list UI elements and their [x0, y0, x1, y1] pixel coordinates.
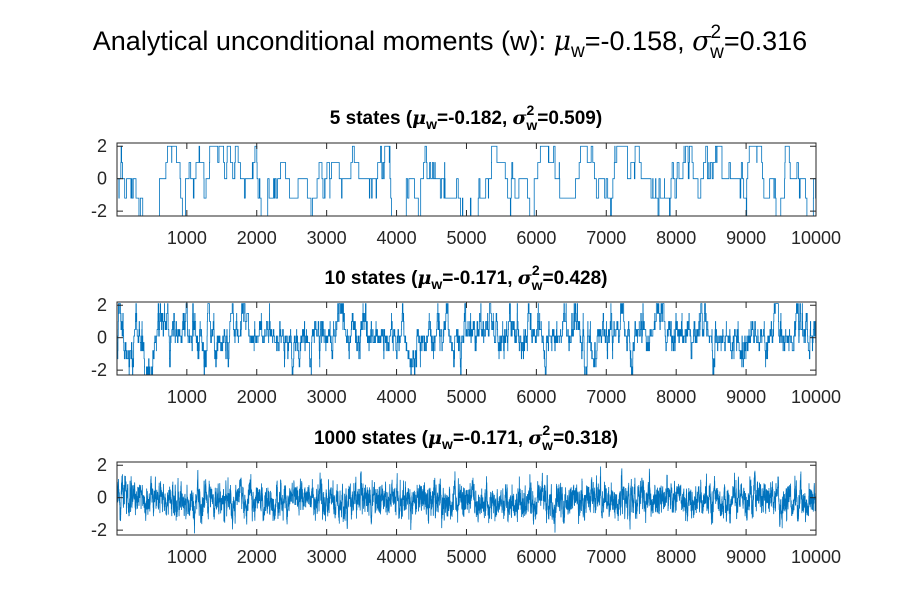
- panel-title-sigma-value: =0.509): [537, 108, 602, 129]
- panel-title-prefix: 1000 states (: [314, 428, 429, 449]
- plot-area: 1000 2000 3000 4000 5000 6000 7000 8000 9000 1000…: [91, 295, 841, 407]
- panel-title-mu-value: =-0.182,: [437, 108, 513, 129]
- x-tick-label: 4000: [377, 387, 417, 407]
- x-tick-label: 9000: [726, 228, 766, 248]
- figure-title-mu-sub: w: [570, 41, 585, 62]
- x-tick-label: 9000: [726, 387, 766, 407]
- x-tick-label: 5000: [446, 387, 486, 407]
- plot-area: 1000 2000 3000 4000 5000 6000 7000 8000 9000 1000…: [91, 455, 841, 567]
- x-tick-label: 8000: [656, 228, 696, 248]
- x-tick-label: 3000: [307, 228, 347, 248]
- panel-title-sigma: σ: [518, 267, 533, 289]
- panel-title-sigma-sub: w: [541, 437, 553, 453]
- x-tick-label: 5000: [446, 228, 486, 248]
- panel-title-mu-sub: w: [430, 276, 442, 292]
- plot-area: 1000 2000 3000 4000 5000 6000 7000 8000 9000 1000…: [91, 136, 841, 248]
- figure-title-mu: μ: [553, 26, 571, 57]
- x-tick-label: 7000: [586, 547, 626, 567]
- panel-title-mu: μ: [412, 107, 426, 129]
- x-tick-label: 7000: [586, 228, 626, 248]
- y-tick-label: 2: [97, 136, 107, 156]
- x-tick-label: 2000: [237, 228, 277, 248]
- panel-1000-states: 1000 states (μw=-0.171, σ2 w=0.318) 1000 2…: [91, 422, 841, 567]
- x-tick-label: 5000: [446, 547, 486, 567]
- panel-10-states: 10 states (μw=-0.171, σ2 w=0.428) 1000 200…: [91, 262, 841, 407]
- y-tick-label: -2: [91, 201, 107, 221]
- panel-title-mu: μ: [428, 427, 442, 449]
- x-tick-label: 1000: [167, 387, 207, 407]
- figure-title-mu-value: =-0.158,: [585, 26, 692, 56]
- panel-title: 1000 states (μw=-0.171, σ2 w=0.318): [314, 422, 618, 453]
- x-tick-label: 9000: [726, 547, 766, 567]
- x-tick-label: 10000: [791, 387, 841, 407]
- x-tick-label: 4000: [377, 228, 417, 248]
- panel-title-sigma: σ: [513, 107, 528, 129]
- x-tick-label: 6000: [516, 547, 556, 567]
- series-line: [117, 145, 816, 216]
- axes-background: [117, 143, 816, 216]
- x-tick-label: 2000: [237, 547, 277, 567]
- x-tick-label: 1000: [167, 228, 207, 248]
- panel-title-sigma-sup: 2: [532, 262, 540, 278]
- y-tick-label: 0: [97, 328, 107, 348]
- panel-5-states: 5 states (μw=-0.182, σ2 w=0.509) 1000 2000…: [91, 102, 841, 248]
- panel-title-sigma-sub: w: [531, 277, 543, 293]
- y-tick-label: -2: [91, 360, 107, 380]
- panel-title-mu-sub: w: [425, 116, 437, 132]
- panel-title-mu: μ: [417, 267, 431, 289]
- panel-title-prefix: 5 states (: [330, 108, 413, 129]
- figure-title-prefix: Analytical unconditional moments (w):: [93, 26, 554, 56]
- y-tick-label: 2: [97, 455, 107, 475]
- panel-title-sigma-sub: w: [525, 117, 537, 133]
- y-tick-label: 0: [97, 169, 107, 189]
- figure-title-sigma-value: =0.316: [724, 26, 807, 56]
- figure-title-sigma-sup: 2: [711, 22, 722, 43]
- panel-title-sigma: σ: [528, 427, 543, 449]
- x-tick-label: 6000: [516, 228, 556, 248]
- x-tick-label: 8000: [656, 387, 696, 407]
- x-tick-label: 3000: [307, 387, 347, 407]
- x-tick-label: 3000: [307, 547, 347, 567]
- x-tick-label: 10000: [791, 547, 841, 567]
- figure-title: Analytical unconditional moments (w): μw…: [93, 22, 807, 63]
- y-tick-label: -2: [91, 520, 107, 540]
- series-line: [117, 466, 816, 534]
- y-tick-label: 0: [97, 488, 107, 508]
- series-line: [117, 303, 816, 375]
- x-tick-label: 7000: [586, 387, 626, 407]
- panel-title-prefix: 10 states (: [325, 268, 419, 289]
- x-tick-label: 8000: [656, 547, 696, 567]
- x-tick-label: 1000: [167, 547, 207, 567]
- figure-title-sigma: σ: [692, 26, 712, 57]
- panel-title-mu-sub: w: [441, 436, 453, 452]
- x-tick-label: 10000: [791, 228, 841, 248]
- panel-title-sigma-sup: 2: [527, 102, 535, 118]
- panel-title-mu-value: =-0.171,: [442, 268, 518, 289]
- panel-title-mu-value: =-0.171,: [453, 428, 529, 449]
- axes-background: [117, 302, 816, 375]
- x-tick-label: 2000: [237, 387, 277, 407]
- panel-title: 10 states (μw=-0.171, σ2 w=0.428): [325, 262, 608, 293]
- x-tick-label: 6000: [516, 387, 556, 407]
- x-tick-label: 4000: [377, 547, 417, 567]
- figure-title-sigma-sub: w: [709, 42, 724, 63]
- panel-title-sigma-value: =0.318): [553, 428, 618, 449]
- panel-title: 5 states (μw=-0.182, σ2 w=0.509): [330, 102, 602, 133]
- panel-title-sigma-value: =0.428): [543, 268, 608, 289]
- panel-title-sigma-sup: 2: [542, 422, 550, 438]
- y-tick-label: 2: [97, 295, 107, 315]
